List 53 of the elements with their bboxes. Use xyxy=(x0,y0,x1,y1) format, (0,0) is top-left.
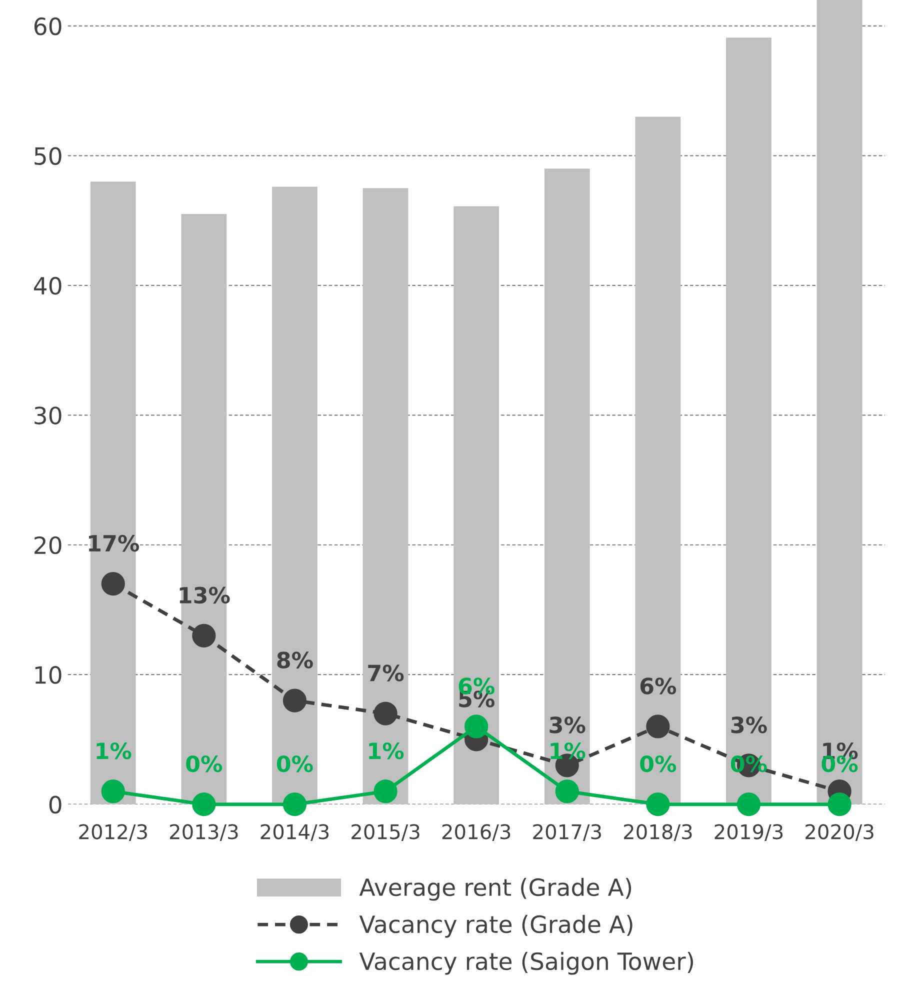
data-label: 6% xyxy=(640,678,676,694)
y-tick-label: 20 xyxy=(34,536,62,554)
x-tick-label: 2012/3 xyxy=(79,824,147,841)
point xyxy=(282,688,307,712)
data-label: 13% xyxy=(180,586,230,604)
data-label: 17% xyxy=(89,534,140,552)
point xyxy=(374,780,398,804)
point xyxy=(464,714,488,738)
x-tick-label: 2019/3 xyxy=(714,824,783,841)
point xyxy=(374,702,398,726)
data-label: 3% xyxy=(550,716,586,734)
x-tick-label: 2015/3 xyxy=(352,824,420,841)
bar xyxy=(272,186,318,804)
bar xyxy=(726,38,772,804)
point xyxy=(646,792,670,816)
y-tick-label: 60 xyxy=(34,17,62,36)
data-label: 0% xyxy=(276,755,313,772)
data-label: 1% xyxy=(550,742,586,760)
data-label: 3% xyxy=(731,716,767,734)
y-tick-label: 50 xyxy=(34,147,62,165)
point xyxy=(555,780,579,804)
data-label: 8% xyxy=(277,652,313,668)
y-tick-label: 30 xyxy=(34,406,62,424)
data-label: 0% xyxy=(640,755,676,772)
data-label: 1% xyxy=(369,742,404,760)
x-tick-label: 2013/3 xyxy=(170,824,238,841)
legend-label: Vacancy rate (Grade A) xyxy=(359,914,632,938)
bar xyxy=(544,168,590,804)
x-tick-label: 2016/3 xyxy=(442,824,510,841)
y-tick-label: 10 xyxy=(35,666,62,684)
bar xyxy=(635,116,681,804)
y-tick-label: 0 xyxy=(49,796,62,814)
point xyxy=(192,792,216,816)
point xyxy=(101,572,125,596)
legend-label: Vacancy rate (Saigon Tower) xyxy=(359,952,693,975)
point xyxy=(192,624,216,648)
bar xyxy=(816,0,862,804)
data-label: 1% xyxy=(96,742,132,760)
bar xyxy=(454,206,500,804)
legend-label: Average rent (Grade A) xyxy=(359,878,632,901)
data-label: 0% xyxy=(186,755,222,772)
x-tick-label: 2014/3 xyxy=(260,824,329,841)
point xyxy=(828,792,852,816)
x-tick-label: 2018/3 xyxy=(624,824,692,841)
x-tick-label: 2020/3 xyxy=(806,824,874,841)
x-tick-label: 2017/3 xyxy=(533,824,601,841)
data-label: 7% xyxy=(368,664,404,682)
y-tick-label: 40 xyxy=(34,276,62,295)
point xyxy=(101,780,125,804)
point xyxy=(282,792,307,816)
point xyxy=(736,792,761,816)
bar xyxy=(362,188,408,804)
point xyxy=(646,714,670,738)
